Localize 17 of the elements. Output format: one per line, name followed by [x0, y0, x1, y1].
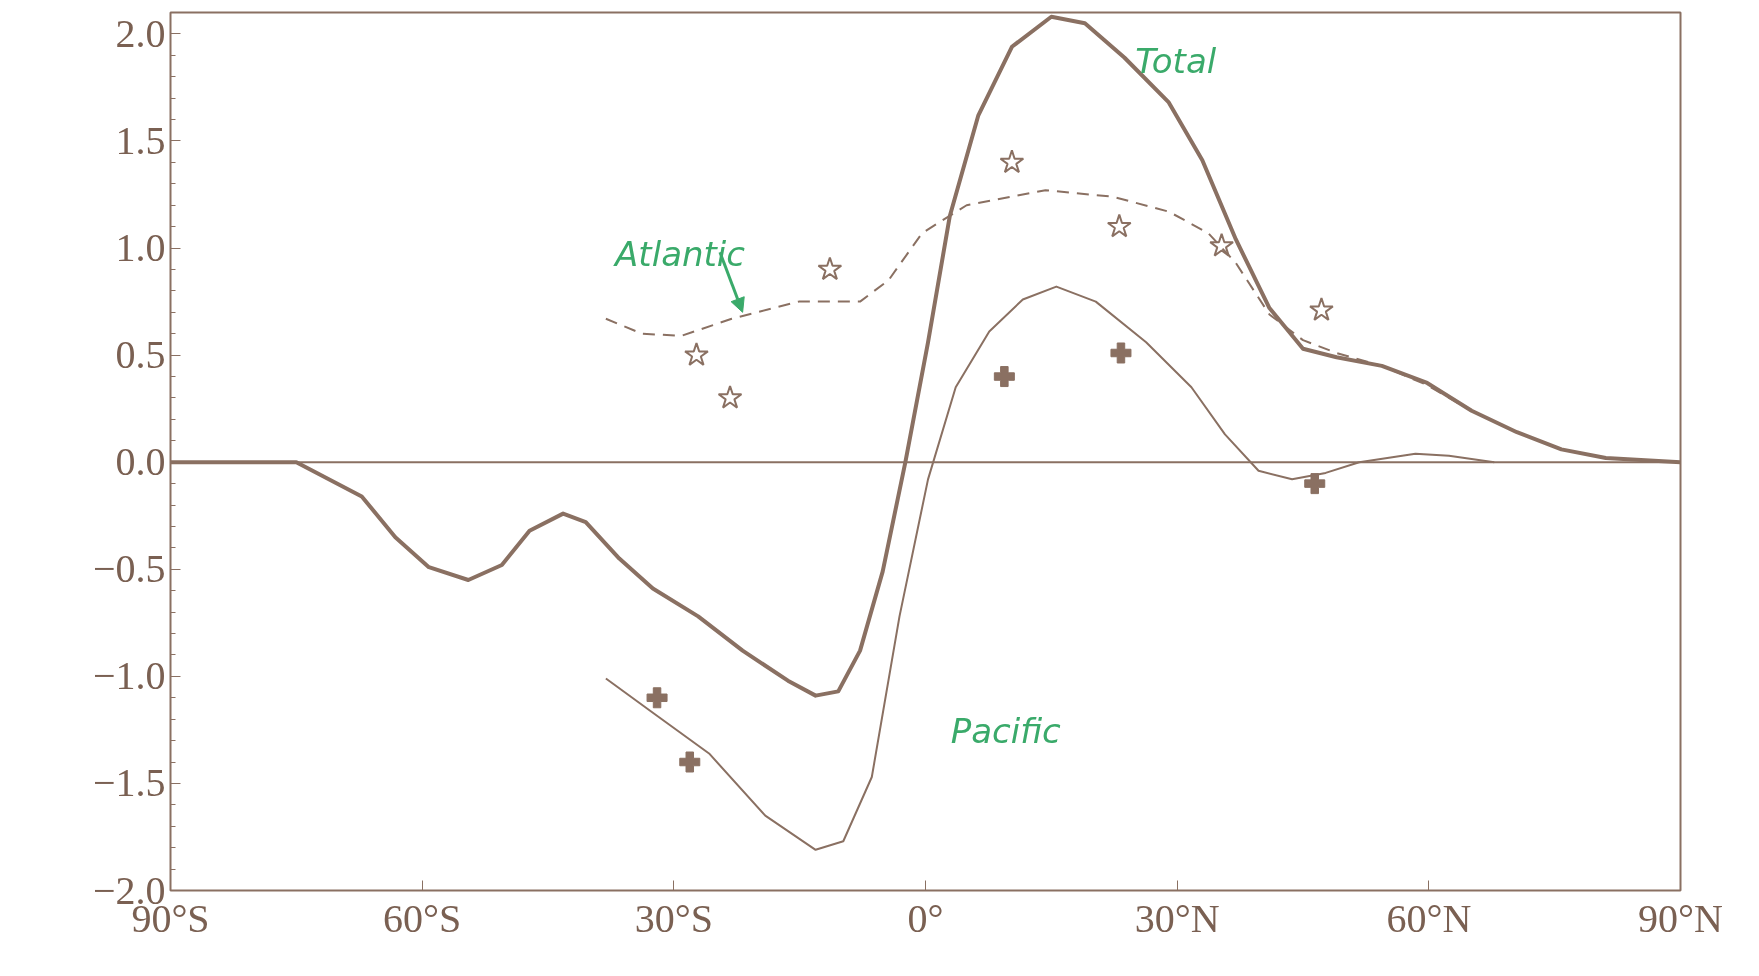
- y-tick-label: 0.5: [115, 332, 166, 378]
- y-tick-label: −1.0: [92, 653, 166, 699]
- y-tick-label: 1.0: [115, 225, 166, 271]
- x-tick-label: 0°: [907, 895, 944, 941]
- x-tick-label: 60°N: [1386, 895, 1472, 941]
- y-tick-label: −1.5: [92, 760, 166, 806]
- y-tick-label: 1.5: [115, 117, 166, 163]
- x-tick-label: 30°S: [634, 895, 713, 941]
- x-tick-label: 60°S: [383, 895, 462, 941]
- x-tick-label: 30°N: [1134, 895, 1220, 941]
- x-tick-label: 90°N: [1638, 895, 1723, 941]
- y-tick-label: 2.0: [115, 10, 166, 56]
- series-label: Total: [1135, 41, 1217, 82]
- y-tick-label: 0.0: [115, 439, 166, 485]
- y-tick-label: −0.5: [92, 546, 166, 592]
- series-label: Pacific: [950, 711, 1062, 752]
- series-label: Atlantic: [613, 233, 746, 274]
